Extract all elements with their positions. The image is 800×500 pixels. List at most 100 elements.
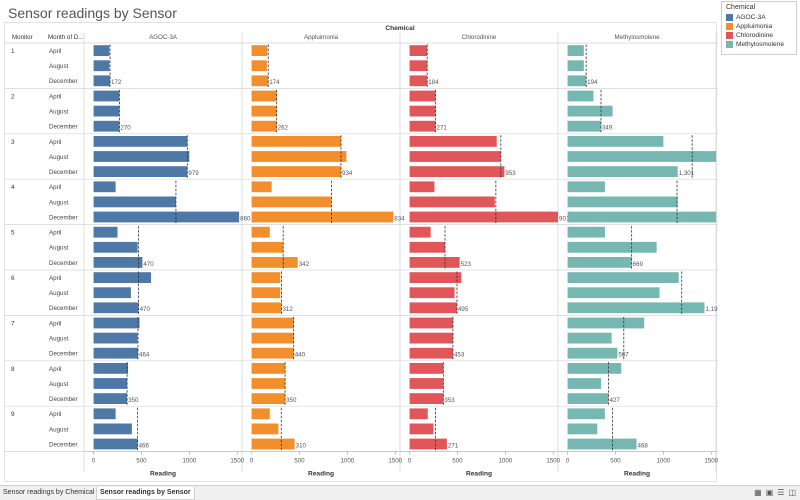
month-label: April: [49, 366, 61, 373]
legend-swatch: [726, 14, 733, 21]
bar: [567, 363, 622, 374]
bar: [93, 151, 190, 162]
legend-swatch: [726, 41, 733, 48]
legend-swatch: [726, 32, 733, 39]
month-label: December: [49, 396, 78, 403]
bar: [409, 75, 428, 87]
x-tick-label: 500: [136, 458, 147, 465]
bar: [93, 45, 110, 56]
bar: [409, 45, 428, 56]
x-tick-label: 0: [566, 458, 570, 465]
tab-readings-by-chemical-type[interactable]: Sensor readings by Chemical Type: [3, 489, 112, 496]
bar: [409, 302, 457, 314]
bar: [567, 272, 679, 283]
bar: [251, 347, 294, 359]
reference-label: 587: [618, 352, 629, 359]
bar: [93, 438, 138, 450]
grid-icon[interactable]: ▦: [754, 488, 762, 497]
bar: [409, 166, 505, 177]
filmstrip-icon[interactable]: ▣: [765, 488, 774, 497]
legend-label: Methylosmolene: [736, 41, 785, 48]
bar: [93, 257, 143, 268]
bar: [409, 257, 460, 268]
reference-label: 979: [188, 170, 199, 177]
legend-label: Chlorodinine: [736, 32, 774, 39]
reference-label: 470: [140, 306, 151, 313]
bar: [93, 272, 152, 283]
month-label: August: [49, 381, 69, 388]
legend-item-methylosmolene[interactable]: Methylosmolene: [726, 40, 792, 49]
bar: [567, 166, 678, 177]
bar: [251, 181, 272, 193]
reference-label: 464: [139, 352, 150, 359]
bar: [93, 60, 110, 72]
reference-label: 342: [299, 261, 310, 268]
bar: [251, 45, 268, 56]
legend-item-appluimonia[interactable]: Appluimonia: [726, 22, 792, 31]
monitor-label: 6: [11, 275, 15, 282]
reference-label: 495: [458, 306, 469, 313]
present-icon[interactable]: ◫: [788, 488, 796, 497]
page-title: Sensor readings by Sensor: [8, 5, 177, 21]
bar: [567, 378, 602, 389]
bar: [409, 241, 446, 253]
bar: [93, 378, 128, 389]
bar: [251, 196, 332, 208]
bar: [251, 151, 347, 162]
chart-frame: Chemical Monitor Month of D... AGOC-3A Applu…: [4, 22, 718, 482]
reference-label: 466: [139, 442, 150, 449]
bar: [567, 423, 598, 435]
bar: [567, 226, 605, 238]
bar: [409, 211, 558, 223]
bar: [251, 378, 286, 389]
bar: [251, 90, 277, 102]
legend-item-chlorodinine[interactable]: Chlorodinine: [726, 31, 792, 40]
bar: [409, 317, 453, 329]
bar: [567, 196, 678, 208]
reference-label: 440: [295, 352, 306, 359]
bar: [567, 302, 705, 314]
month-label: April: [49, 275, 61, 282]
bar: [251, 166, 342, 177]
list-icon[interactable]: ☰: [777, 488, 785, 497]
column-header: Chemical: [385, 25, 414, 32]
reference-label: 468: [638, 442, 649, 449]
bar: [409, 332, 453, 344]
monitor-label: 9: [11, 411, 15, 418]
month-label: December: [49, 214, 78, 221]
bar: [251, 120, 277, 132]
color-legend[interactable]: Chemical AGOC-3A Appluimonia Chlorodinin…: [721, 1, 797, 55]
x-tick-label: 1000: [182, 458, 196, 465]
bar: [251, 363, 286, 374]
bar: [93, 393, 128, 404]
monitor-label: 3: [11, 139, 15, 146]
panel-header: Methylosmolene: [614, 34, 660, 41]
month-label: April: [49, 48, 61, 55]
x-tick-label: 500: [452, 458, 463, 465]
month-label: August: [49, 63, 69, 70]
month-label: December: [49, 351, 78, 358]
month-label: August: [49, 290, 69, 297]
legend-item-agoc[interactable]: AGOC-3A: [726, 13, 792, 22]
sheet-tab-bar: Sensor readings by Chemical Type Sensor …: [0, 485, 800, 500]
x-tick-label: 1500: [230, 458, 244, 465]
bar: [93, 211, 240, 223]
bar: [409, 423, 434, 435]
reference-label: 470: [143, 261, 154, 268]
row-header-month: Month of D...: [48, 34, 84, 41]
x-tick-label: 500: [610, 458, 621, 465]
bar: [409, 287, 455, 299]
bar: [409, 347, 453, 359]
bar: [567, 347, 618, 359]
tab-readings-by-sensor[interactable]: Sensor readings by Sensor: [96, 487, 195, 500]
bar: [567, 408, 605, 420]
monitor-label: 4: [11, 184, 15, 191]
bar: [409, 151, 501, 162]
bar: [409, 136, 497, 147]
reference-label: 312: [282, 306, 293, 313]
bar: [251, 226, 270, 238]
month-label: April: [49, 139, 61, 146]
month-label: August: [49, 336, 69, 343]
bar: [93, 302, 139, 314]
bar: [93, 408, 116, 420]
